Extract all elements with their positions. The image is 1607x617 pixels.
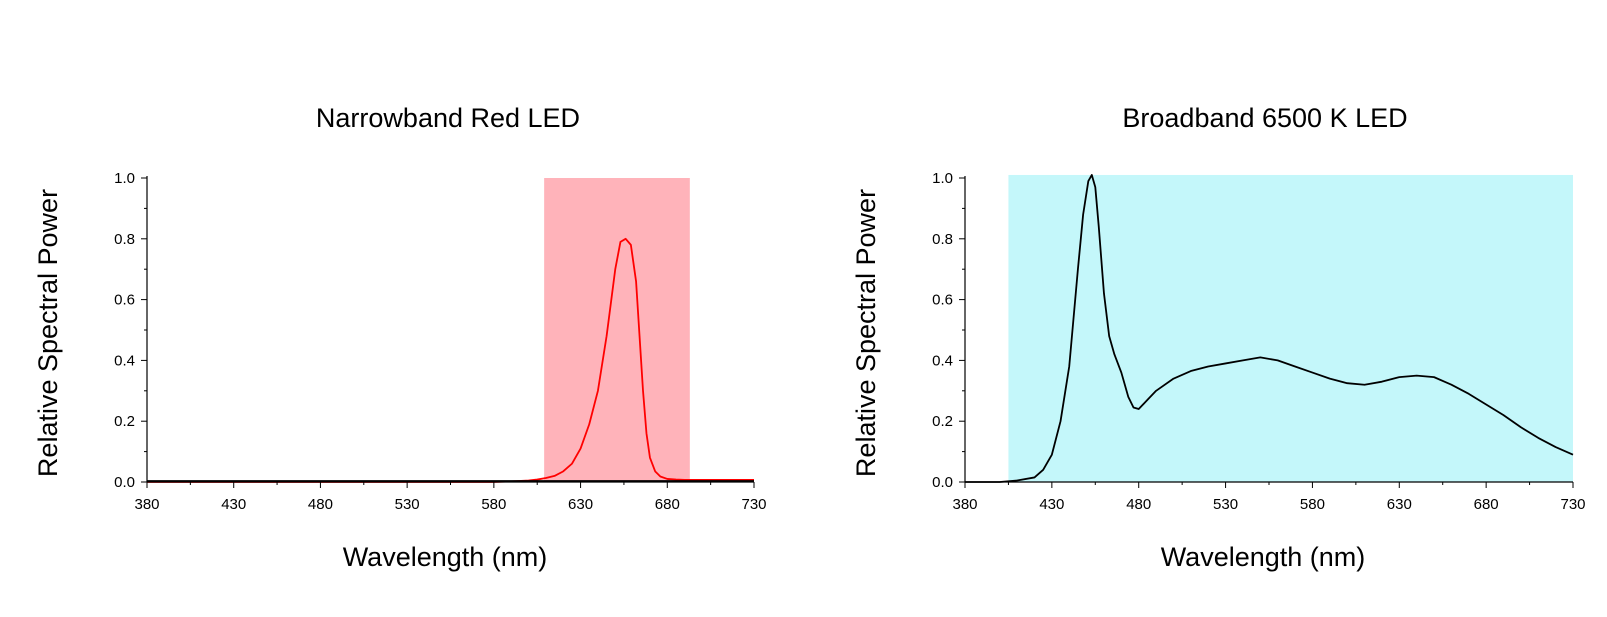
plot-area: 0.0 0.2 0.4 0.6 0.8 1.0 380 430 480 530 580 630 680 7… [114,170,766,513]
x-tick-label: 680 [1474,496,1499,513]
x-tick-label: 730 [1560,496,1585,513]
x-tick-label: 530 [1213,496,1238,513]
x-tick-label: 480 [1126,496,1151,513]
y-tick-label: 0.4 [114,352,135,369]
x-tick-label: 430 [221,496,246,513]
y-tick-label: 0.0 [114,474,135,491]
plot-area: 0.0 0.2 0.4 0.6 0.8 1.0 380 430 480 530 580 630 680 7… [932,170,1585,513]
y-axis-label: Relative Spectral Power [851,189,881,477]
x-tick-label: 580 [1300,496,1325,513]
x-tick-label: 630 [568,496,593,513]
x-tick-label: 380 [952,496,977,513]
y-tick-label: 0.6 [932,292,953,309]
x-tick-label: 530 [395,496,420,513]
x-tick-label: 630 [1387,496,1412,513]
x-axis-label: Wavelength (nm) [1161,542,1366,572]
x-axis-label: Wavelength (nm) [343,542,548,572]
series-line [147,237,754,483]
chart-title: Narrowband Red LED [316,103,580,133]
x-tick-label: 580 [481,496,506,513]
highlight-band [1008,174,1573,482]
x-tick-label: 480 [308,496,333,513]
series-line [965,174,1574,483]
chart-title: Broadband 6500 K LED [1122,103,1407,133]
y-tick-label: 0.2 [114,413,135,430]
y-tick-label: 0.4 [932,352,953,369]
x-tick-label: 680 [655,496,680,513]
y-tick-label: 0.8 [114,231,135,248]
x-tick-label: 380 [134,496,159,513]
x-tick-label: 430 [1039,496,1064,513]
y-tick-label: 0.0 [932,474,953,491]
y-tick-label: 0.2 [932,413,953,430]
chart-panel-narrowband-red: Narrowband Red LED Relative Spectral Pow… [33,103,767,572]
y-tick-label: 1.0 [932,170,953,187]
x-tick-label: 730 [741,496,766,513]
y-tick-label: 1.0 [114,170,135,187]
y-axis-label: Relative Spectral Power [33,189,63,477]
highlight-band [544,178,690,482]
chart-panel-broadband-6500k: Broadband 6500 K LED Relative Spectral P… [851,103,1586,572]
y-tick-label: 0.6 [114,292,135,309]
y-tick-label: 0.8 [932,231,953,248]
